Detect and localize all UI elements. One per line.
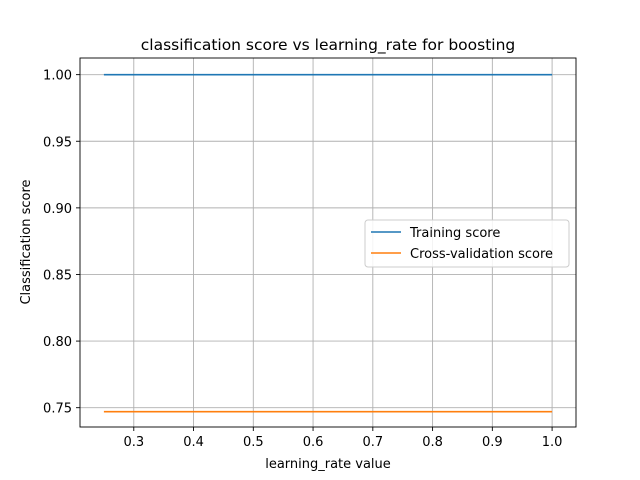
x-tick-label: 0.6 [303, 435, 324, 450]
plot-area [79, 57, 577, 428]
x-tick-label: 0.8 [422, 435, 443, 450]
y-tick-label: 0.90 [43, 202, 72, 217]
y-tick-label: 0.75 [43, 402, 72, 417]
legend: Training score Cross-validation score [364, 219, 570, 268]
x-tick-label: 0.7 [362, 435, 383, 450]
y-tick-label: 0.95 [43, 135, 72, 150]
chart-title: classification score vs learning_rate fo… [141, 36, 516, 55]
y-axis-label: Classification score [19, 179, 34, 304]
y-axis-ticks: 0.75 0.80 0.85 0.90 0.95 1.00 [43, 69, 80, 417]
legend-label: Training score [409, 226, 500, 241]
series-lines [103, 73, 553, 413]
x-axis-label: learning_rate value [265, 457, 391, 472]
y-tick-label: 1.00 [43, 69, 72, 84]
x-tick-label: 0.5 [243, 435, 264, 450]
x-tick-label: 0.3 [123, 435, 144, 450]
x-axis-ticks: 0.3 0.4 0.5 0.6 0.7 0.8 0.9 1.0 [123, 427, 562, 450]
x-tick-label: 0.4 [183, 435, 204, 450]
legend-box [364, 219, 570, 268]
x-tick-label: 1.0 [542, 435, 563, 450]
y-tick-label: 0.85 [43, 268, 72, 283]
legend-label: Cross-validation score [410, 247, 553, 262]
y-tick-label: 0.80 [43, 335, 72, 350]
x-tick-label: 0.9 [482, 435, 503, 450]
